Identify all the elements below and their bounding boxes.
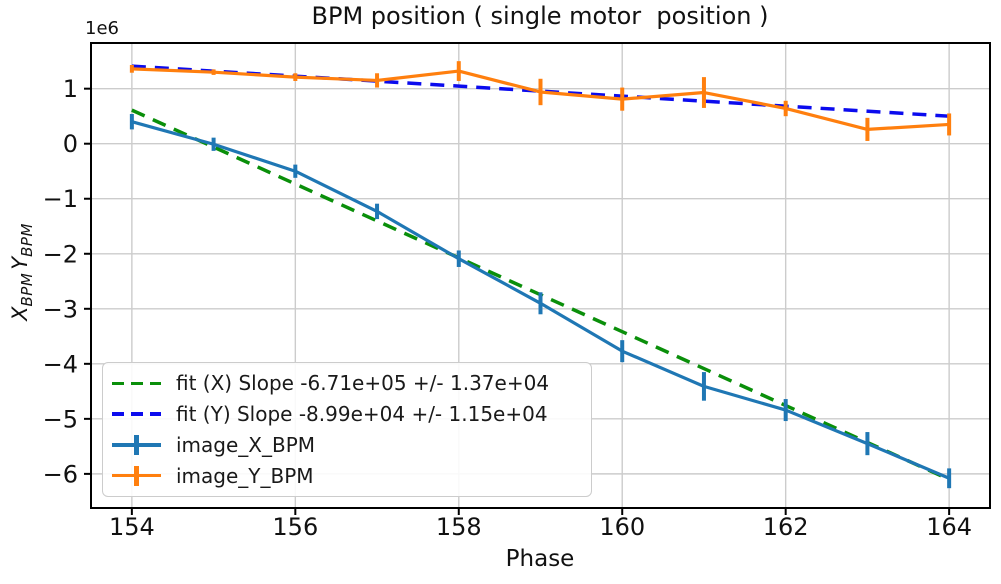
y-tick-label: −3: [43, 295, 78, 323]
legend: fit (X) Slope -6.71e+05 +/- 1.37e+04 fit …: [102, 362, 592, 497]
y-tick-label: −6: [43, 460, 78, 488]
legend-item: fit (X) Slope -6.71e+05 +/- 1.37e+04: [112, 368, 582, 398]
legend-label: image_X_BPM: [176, 432, 316, 457]
y-axis-offset-text: 1e6: [85, 18, 119, 39]
x-tick-label: 158: [436, 513, 482, 541]
legend-label: image_Y_BPM: [176, 463, 314, 488]
x-tick-label: 154: [109, 513, 155, 541]
y-axis-label-x-var: X: [8, 306, 32, 321]
data-line: [131, 120, 950, 480]
y-tick-label: −4: [43, 350, 78, 378]
legend-label: fit (Y) Slope -8.99e+04 +/- 1.15e+04: [176, 402, 548, 427]
x-tick-label: 160: [599, 513, 645, 541]
chart-title: BPM position ( single motor position ): [311, 2, 769, 30]
legend-item: image_Y_BPM: [112, 461, 582, 491]
legend-item: fit (Y) Slope -8.99e+04 +/- 1.15e+04: [112, 399, 582, 429]
y-tick-label: −2: [43, 240, 78, 268]
errorbar-key-icon: [112, 433, 161, 457]
dashed-line-key-icon: [112, 371, 161, 395]
data-line: [131, 67, 950, 131]
x-axis-label: Phase: [505, 546, 575, 572]
x-tick-label: 162: [763, 513, 809, 541]
y-axis-label: XBPMYBPM: [8, 223, 36, 321]
y-axis-label-y-sub: BPM: [18, 223, 36, 257]
y-axis-label-y-var: Y: [8, 256, 32, 270]
errorbar-key-icon: [112, 464, 161, 488]
y-tick-label: −1: [43, 185, 78, 213]
y-tick-label: 1: [63, 75, 78, 103]
x-tick-label: 156: [272, 513, 318, 541]
legend-item: image_X_BPM: [112, 430, 582, 460]
y-axis-label-x-sub: BPM: [18, 272, 36, 307]
axes-frame: [90, 42, 991, 509]
legend-label: fit (X) Slope -6.71e+05 +/- 1.37e+04: [176, 371, 550, 396]
x-tick-label: 164: [926, 513, 972, 541]
dashed-line-key-icon: [112, 402, 161, 426]
y-tick-label: 0: [63, 130, 78, 158]
y-tick-label: −5: [43, 405, 78, 433]
